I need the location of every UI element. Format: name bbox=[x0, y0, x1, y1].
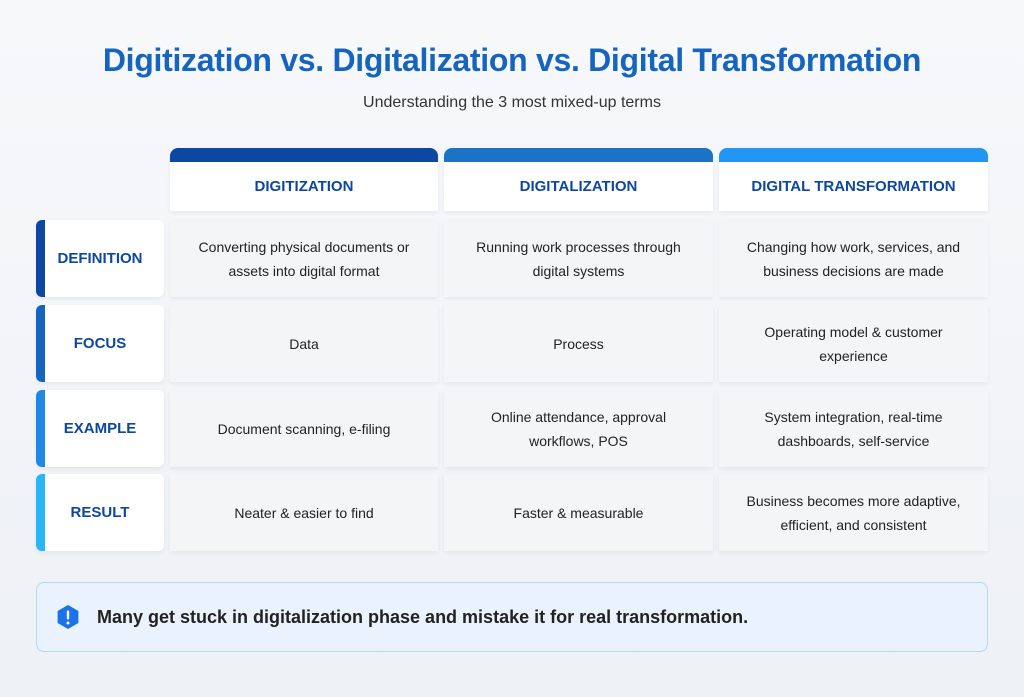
row-label: FOCUS bbox=[36, 305, 164, 382]
row-stripe bbox=[36, 474, 45, 551]
table-cell: Online attendance, approval workflows, P… bbox=[444, 390, 713, 467]
table-cell: Changing how work, services, and busines… bbox=[719, 220, 988, 297]
row-stripe bbox=[36, 390, 45, 467]
column-title: DIGITAL TRANSFORMATION bbox=[751, 178, 956, 195]
row-label-text: DEFINITION bbox=[57, 250, 143, 267]
row-label: RESULT bbox=[36, 474, 164, 551]
table-cell: Converting physical documents or assets … bbox=[170, 220, 438, 297]
column-header: DIGITIZATION bbox=[170, 148, 438, 211]
row-stripe bbox=[36, 305, 45, 382]
row-label-text: FOCUS bbox=[73, 335, 127, 352]
callout: Many get stuck in digitalization phase a… bbox=[36, 582, 988, 652]
table-cell: Operating model & customer experience bbox=[719, 305, 988, 382]
header-bar bbox=[444, 148, 713, 162]
table-cell: Process bbox=[444, 305, 713, 382]
table-cell: System integration, real-time dashboards… bbox=[719, 390, 988, 467]
header-bar bbox=[719, 148, 988, 162]
column-header: DIGITAL TRANSFORMATION bbox=[719, 148, 988, 211]
table-cell: Faster & measurable bbox=[444, 474, 713, 551]
header-bar bbox=[170, 148, 438, 162]
callout-text: Many get stuck in digitalization phase a… bbox=[97, 606, 749, 627]
column-title: DIGITIZATION bbox=[254, 178, 354, 195]
table-cell: Data bbox=[170, 305, 438, 382]
row-label: DEFINITION bbox=[36, 220, 164, 297]
table-cell: Running work processes through digital s… bbox=[444, 220, 713, 297]
row-label-text: RESULT bbox=[70, 504, 130, 521]
row-label-text: EXAMPLE bbox=[63, 420, 137, 437]
column-header: DIGITALIZATION bbox=[444, 148, 713, 211]
subtitle: Understanding the 3 most mixed-up terms bbox=[363, 94, 661, 111]
row-stripe bbox=[36, 220, 45, 297]
row-label: EXAMPLE bbox=[36, 390, 164, 467]
table-cell: Neater & easier to find bbox=[170, 474, 438, 551]
column-title: DIGITALIZATION bbox=[519, 178, 638, 195]
title: Digitization vs. Digitalization vs. Digi… bbox=[102, 42, 922, 78]
table-cell: Business becomes more adaptive, efficien… bbox=[719, 474, 988, 551]
alert-icon bbox=[57, 605, 79, 629]
table-cell: Document scanning, e-filing bbox=[170, 390, 438, 467]
